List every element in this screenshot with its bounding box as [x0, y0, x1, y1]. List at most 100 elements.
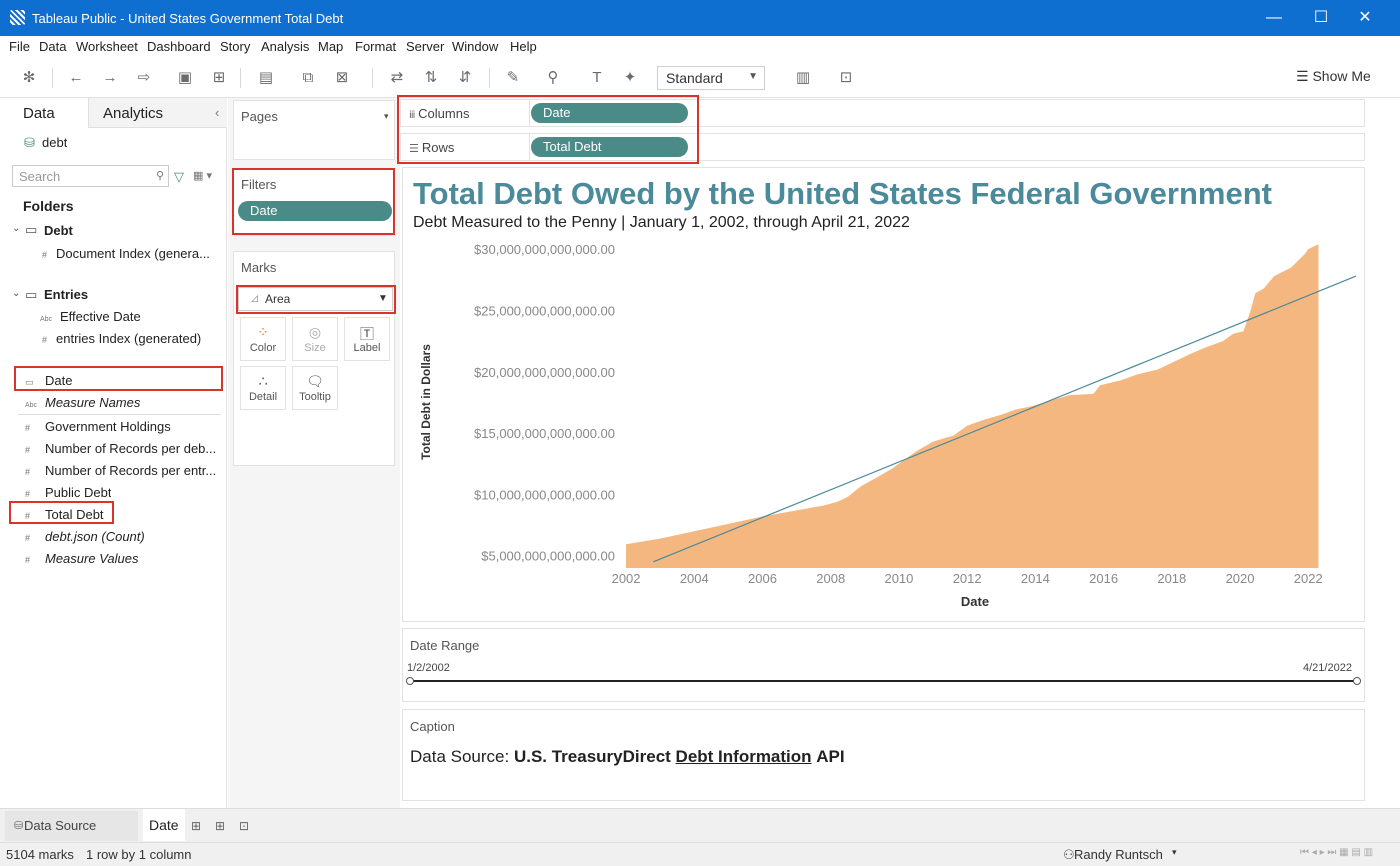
- clear-sheet-icon[interactable]: ⊠: [335, 69, 349, 86]
- caption-prefix: Data Source:: [410, 747, 514, 766]
- date-range-start-handle[interactable]: [406, 677, 414, 685]
- show-mark-labels-icon[interactable]: T: [592, 69, 602, 86]
- menu-story[interactable]: Story: [220, 39, 251, 54]
- chevron-down-icon[interactable]: ▾: [1172, 847, 1177, 857]
- field-debt-json-count[interactable]: # debt.json (Count): [25, 529, 145, 544]
- replay-icon[interactable]: ⇨: [137, 69, 151, 86]
- menu-file[interactable]: File: [9, 39, 30, 54]
- rows-pill-total-debt[interactable]: Total Debt: [531, 137, 688, 157]
- duplicate-sheet-icon[interactable]: ⧉: [302, 69, 314, 86]
- color-mark-button[interactable]: ⁘ Color: [240, 317, 286, 361]
- field-total-debt[interactable]: # Total Debt: [25, 507, 104, 522]
- tableau-logo-icon[interactable]: ✻: [22, 69, 36, 86]
- caption-panel: Caption Data Source: U.S. TreasuryDirect…: [402, 709, 1365, 801]
- tab-data-source[interactable]: ⛁ Data Source: [5, 811, 138, 841]
- new-worksheet-icon[interactable]: ▤: [258, 69, 274, 86]
- field-entries-index[interactable]: # entries Index (generated): [42, 331, 201, 346]
- tab-sheet-date[interactable]: Date: [143, 809, 185, 841]
- chevron-down-icon[interactable]: ⌄: [12, 288, 21, 299]
- add-data-source-icon[interactable]: ⊞: [212, 69, 226, 86]
- detail-mark-button[interactable]: ∴ Detail: [240, 366, 286, 410]
- size-mark-button[interactable]: ◎ Size: [292, 317, 338, 361]
- rows-shelf-label: ☰ Rows: [409, 140, 454, 155]
- search-field[interactable]: Search ⚲: [12, 165, 169, 187]
- field-label: Government Holdings: [45, 419, 171, 434]
- swap-rows-columns-icon[interactable]: ⇄: [390, 69, 404, 86]
- presentation-mode-icon[interactable]: ⊡: [839, 69, 853, 86]
- new-story-icon[interactable]: ⊡: [239, 819, 250, 833]
- chevron-down-icon[interactable]: ⌄: [12, 223, 21, 234]
- viz-area[interactable]: Total Debt Owed by the United States Fed…: [402, 167, 1365, 622]
- folder-debt[interactable]: Debt: [44, 223, 73, 238]
- minimize-icon[interactable]: —: [1266, 9, 1282, 26]
- sheet-navigation-icon[interactable]: ⏮ ◂ ▸ ⏭ ▦ ▤ ▥: [1300, 847, 1374, 858]
- collapse-pane-icon[interactable]: ‹: [215, 105, 220, 120]
- redo-icon[interactable]: →: [102, 69, 118, 86]
- highlight-box-shelves: [397, 95, 699, 164]
- columns-pill-date[interactable]: Date: [531, 103, 688, 123]
- mark-type-value: Area: [265, 292, 291, 306]
- field-records-per-debt[interactable]: # Number of Records per deb...: [25, 441, 221, 456]
- menu-help[interactable]: Help: [510, 39, 537, 54]
- maximize-icon[interactable]: ☐: [1313, 9, 1329, 26]
- highlight-icon[interactable]: ✎: [506, 69, 520, 86]
- show-cards-icon[interactable]: ▥: [795, 69, 811, 86]
- mark-type-select[interactable]: ◿ Area ▼: [238, 287, 393, 311]
- view-options-icon[interactable]: ▦ ▾: [193, 170, 212, 182]
- marks-card[interactable]: Marks ◿ Area ▼ ⁘ Color ◎ Size 🅃 Label ∴ Deta…: [233, 251, 395, 466]
- tab-data[interactable]: Data: [0, 98, 88, 128]
- save-icon[interactable]: ▣: [177, 69, 193, 86]
- chevron-down-icon: ▼: [378, 293, 388, 304]
- area-series-total-debt[interactable]: [626, 244, 1319, 568]
- menu-format[interactable]: Format: [355, 39, 397, 54]
- label-icon: 🅃: [360, 326, 374, 342]
- date-range-end-handle[interactable]: [1353, 677, 1361, 685]
- string-icon: Abc: [40, 316, 53, 323]
- status-user[interactable]: Randy Runtsch: [1074, 847, 1163, 862]
- y-tick-label: $10,000,000,000,000.00: [474, 487, 615, 502]
- new-dashboard-icon[interactable]: ⊞: [215, 819, 226, 833]
- tooltip-mark-button[interactable]: 🗨 Tooltip: [292, 366, 338, 410]
- x-axis-title: Date: [961, 594, 989, 609]
- menu-map[interactable]: Map: [318, 39, 344, 54]
- label-mark-button[interactable]: 🅃 Label: [344, 317, 390, 361]
- sort-ascending-icon[interactable]: ⇅: [424, 69, 438, 86]
- filter-icon[interactable]: ▽: [174, 169, 184, 184]
- field-document-index[interactable]: # Document Index (genera...: [42, 246, 210, 261]
- show-me-button[interactable]: ☰ Show Me: [1296, 68, 1371, 85]
- field-measure-values[interactable]: # Measure Values: [25, 551, 138, 566]
- field-effective-date[interactable]: Abc Effective Date: [40, 309, 141, 324]
- sort-descending-icon[interactable]: ⇵: [458, 69, 472, 86]
- menu-worksheet[interactable]: Worksheet: [76, 39, 138, 54]
- view-size-select[interactable]: Standard ▼: [657, 66, 765, 90]
- new-worksheet-icon[interactable]: ⊞: [191, 819, 202, 833]
- chevron-down-icon[interactable]: ▾: [384, 111, 389, 121]
- folder-entries[interactable]: Entries: [44, 287, 89, 302]
- x-tick-label: 2018: [1157, 571, 1186, 586]
- menu-dashboard[interactable]: Dashboard: [147, 39, 211, 54]
- group-members-icon[interactable]: ⚲: [547, 69, 559, 86]
- menu-analysis[interactable]: Analysis: [261, 39, 310, 54]
- menu-server[interactable]: Server: [406, 39, 445, 54]
- close-icon[interactable]: ✕: [1358, 9, 1372, 26]
- filter-pill-date[interactable]: Date: [238, 201, 392, 221]
- date-range-slider-track[interactable]: [409, 680, 1357, 682]
- field-measure-names[interactable]: Abc Measure Names: [25, 395, 140, 410]
- field-date[interactable]: ▭ Date: [25, 373, 72, 388]
- rows-shelf[interactable]: ☰ Rows Total Debt: [400, 133, 1365, 161]
- field-label: Number of Records per entr...: [45, 463, 217, 478]
- area-chart[interactable]: $5,000,000,000,000.00 $10,000,000,000,000…: [403, 168, 1364, 621]
- columns-shelf[interactable]: ⅲ Columns Date: [400, 99, 1365, 127]
- field-government-holdings[interactable]: # Government Holdings: [25, 419, 171, 434]
- pages-card[interactable]: Pages ▾: [233, 100, 395, 160]
- caption-link[interactable]: Debt Information: [675, 747, 812, 766]
- field-records-per-entry[interactable]: # Number of Records per entr...: [25, 463, 221, 478]
- menu-data[interactable]: Data: [39, 39, 67, 54]
- data-source-name[interactable]: debt: [42, 135, 68, 150]
- undo-icon[interactable]: ←: [68, 69, 84, 86]
- highlight-box-total-debt: [9, 501, 114, 524]
- field-public-debt[interactable]: # Public Debt: [25, 485, 111, 500]
- menu-window[interactable]: Window: [452, 39, 499, 54]
- tab-analytics[interactable]: Analytics ‹: [88, 98, 227, 128]
- fix-axes-icon[interactable]: ✦: [623, 69, 637, 86]
